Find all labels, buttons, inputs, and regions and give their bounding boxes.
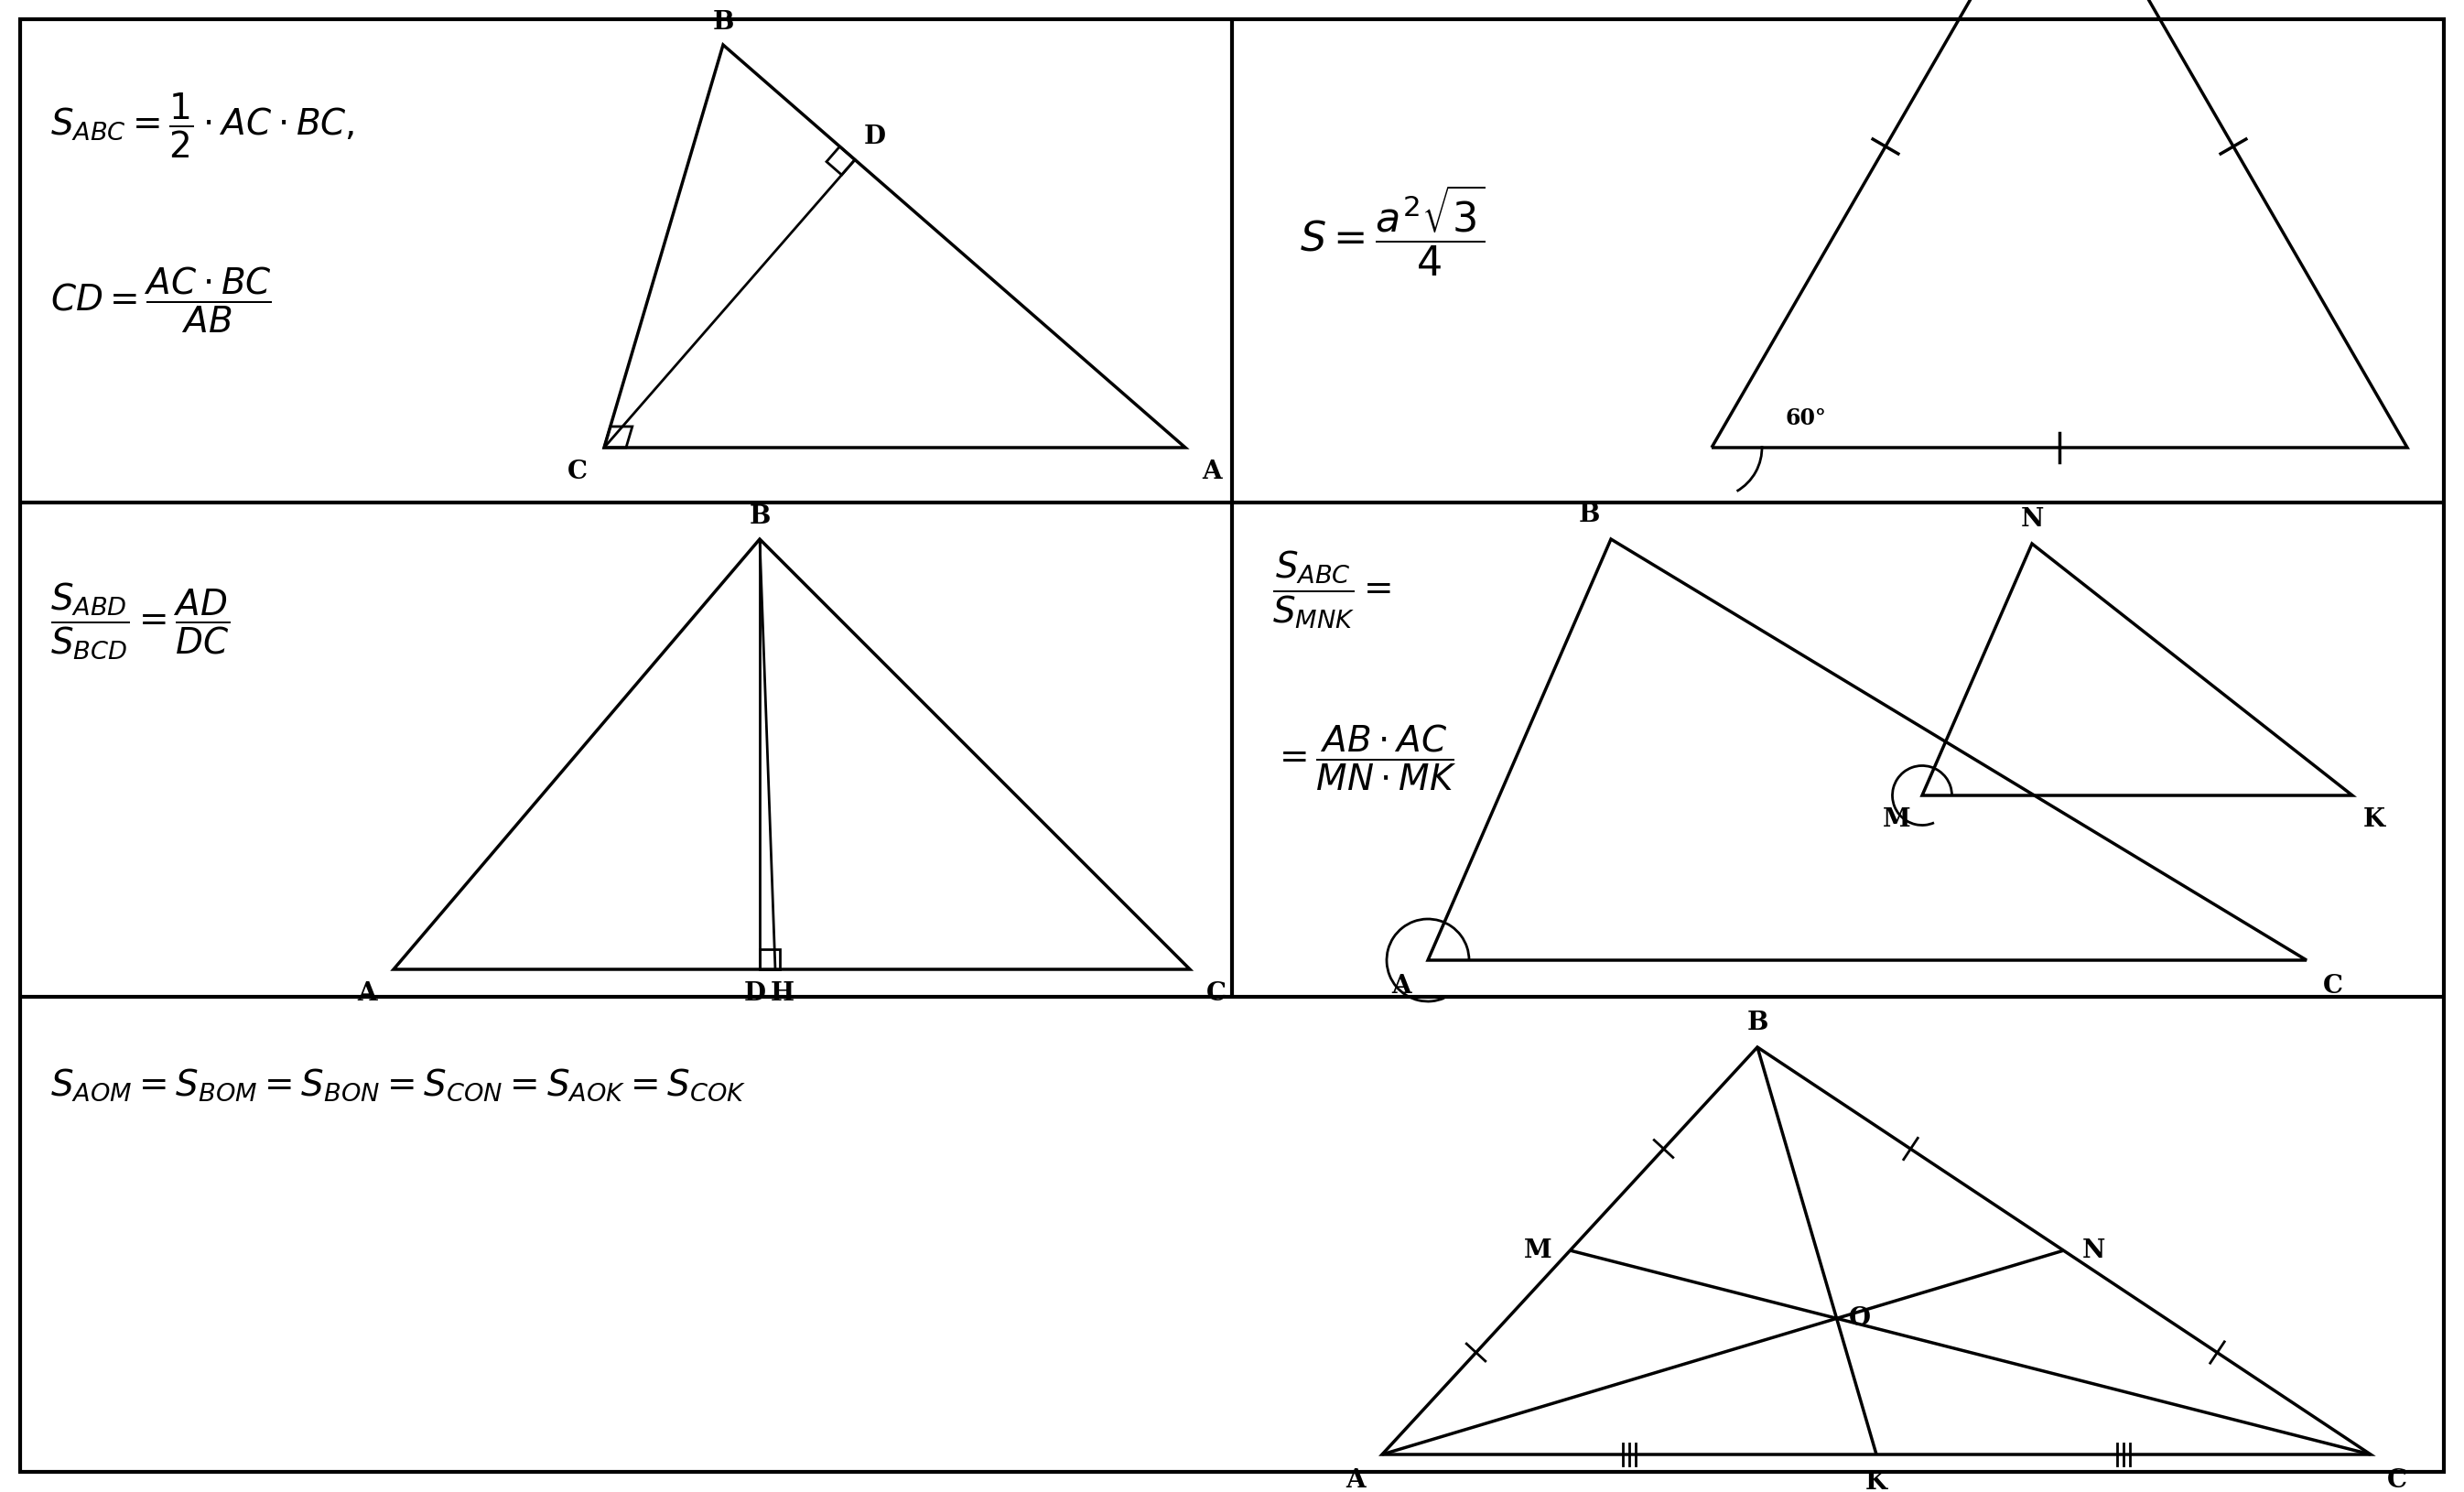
Text: H: H	[771, 980, 793, 1006]
Text: A: A	[357, 980, 377, 1006]
Text: $CD=\dfrac{AC\cdot BC}{AB}$: $CD=\dfrac{AC\cdot BC}{AB}$	[49, 266, 271, 334]
Text: 60°: 60°	[1784, 407, 1826, 430]
Text: A: A	[1202, 460, 1222, 483]
Text: $\dfrac{S_{ABD}}{S_{BCD}}=\dfrac{AD}{DC}$: $\dfrac{S_{ABD}}{S_{BCD}}=\dfrac{AD}{DC}…	[49, 580, 229, 661]
Text: C: C	[2324, 973, 2343, 998]
Text: $S=\dfrac{a^2\sqrt{3}}{4}$: $S=\dfrac{a^2\sqrt{3}}{4}$	[1299, 184, 1486, 278]
Text: $\dfrac{S_{ABC}}{S_{MNK}}=$: $\dfrac{S_{ABC}}{S_{MNK}}=$	[1271, 549, 1392, 631]
Text: K: K	[2363, 807, 2385, 831]
Text: N: N	[2082, 1238, 2107, 1262]
Text: A: A	[1345, 1467, 1365, 1492]
Text: $=\dfrac{AB\cdot AC}{MN\cdot MK}$: $=\dfrac{AB\cdot AC}{MN\cdot MK}$	[1271, 722, 1456, 792]
Text: C: C	[2388, 1467, 2407, 1492]
Text: $S_{AOM}=S_{BOM}=S_{BON}=S_{CON}=S_{AOK}=S_{COK}$: $S_{AOM}=S_{BOM}=S_{BON}=S_{CON}=S_{AOK}…	[49, 1065, 747, 1103]
Text: D: D	[865, 125, 887, 149]
Text: K: K	[1865, 1470, 1887, 1492]
Text: A: A	[1392, 973, 1412, 998]
Text: M: M	[1882, 807, 1912, 831]
Text: B: B	[749, 504, 771, 528]
Text: D: D	[744, 980, 766, 1006]
Text: B: B	[1579, 503, 1599, 527]
Text: O: O	[1848, 1306, 1870, 1331]
Text: $S_{ABC}=\dfrac{1}{2}\cdot AC\cdot BC,$: $S_{ABC}=\dfrac{1}{2}\cdot AC\cdot BC,$	[49, 91, 355, 160]
Text: C: C	[1207, 980, 1227, 1006]
Text: N: N	[2020, 507, 2043, 531]
Text: M: M	[1523, 1238, 1552, 1262]
Text: B: B	[1747, 1010, 1769, 1034]
Text: C: C	[567, 460, 586, 483]
Text: B: B	[712, 10, 734, 34]
